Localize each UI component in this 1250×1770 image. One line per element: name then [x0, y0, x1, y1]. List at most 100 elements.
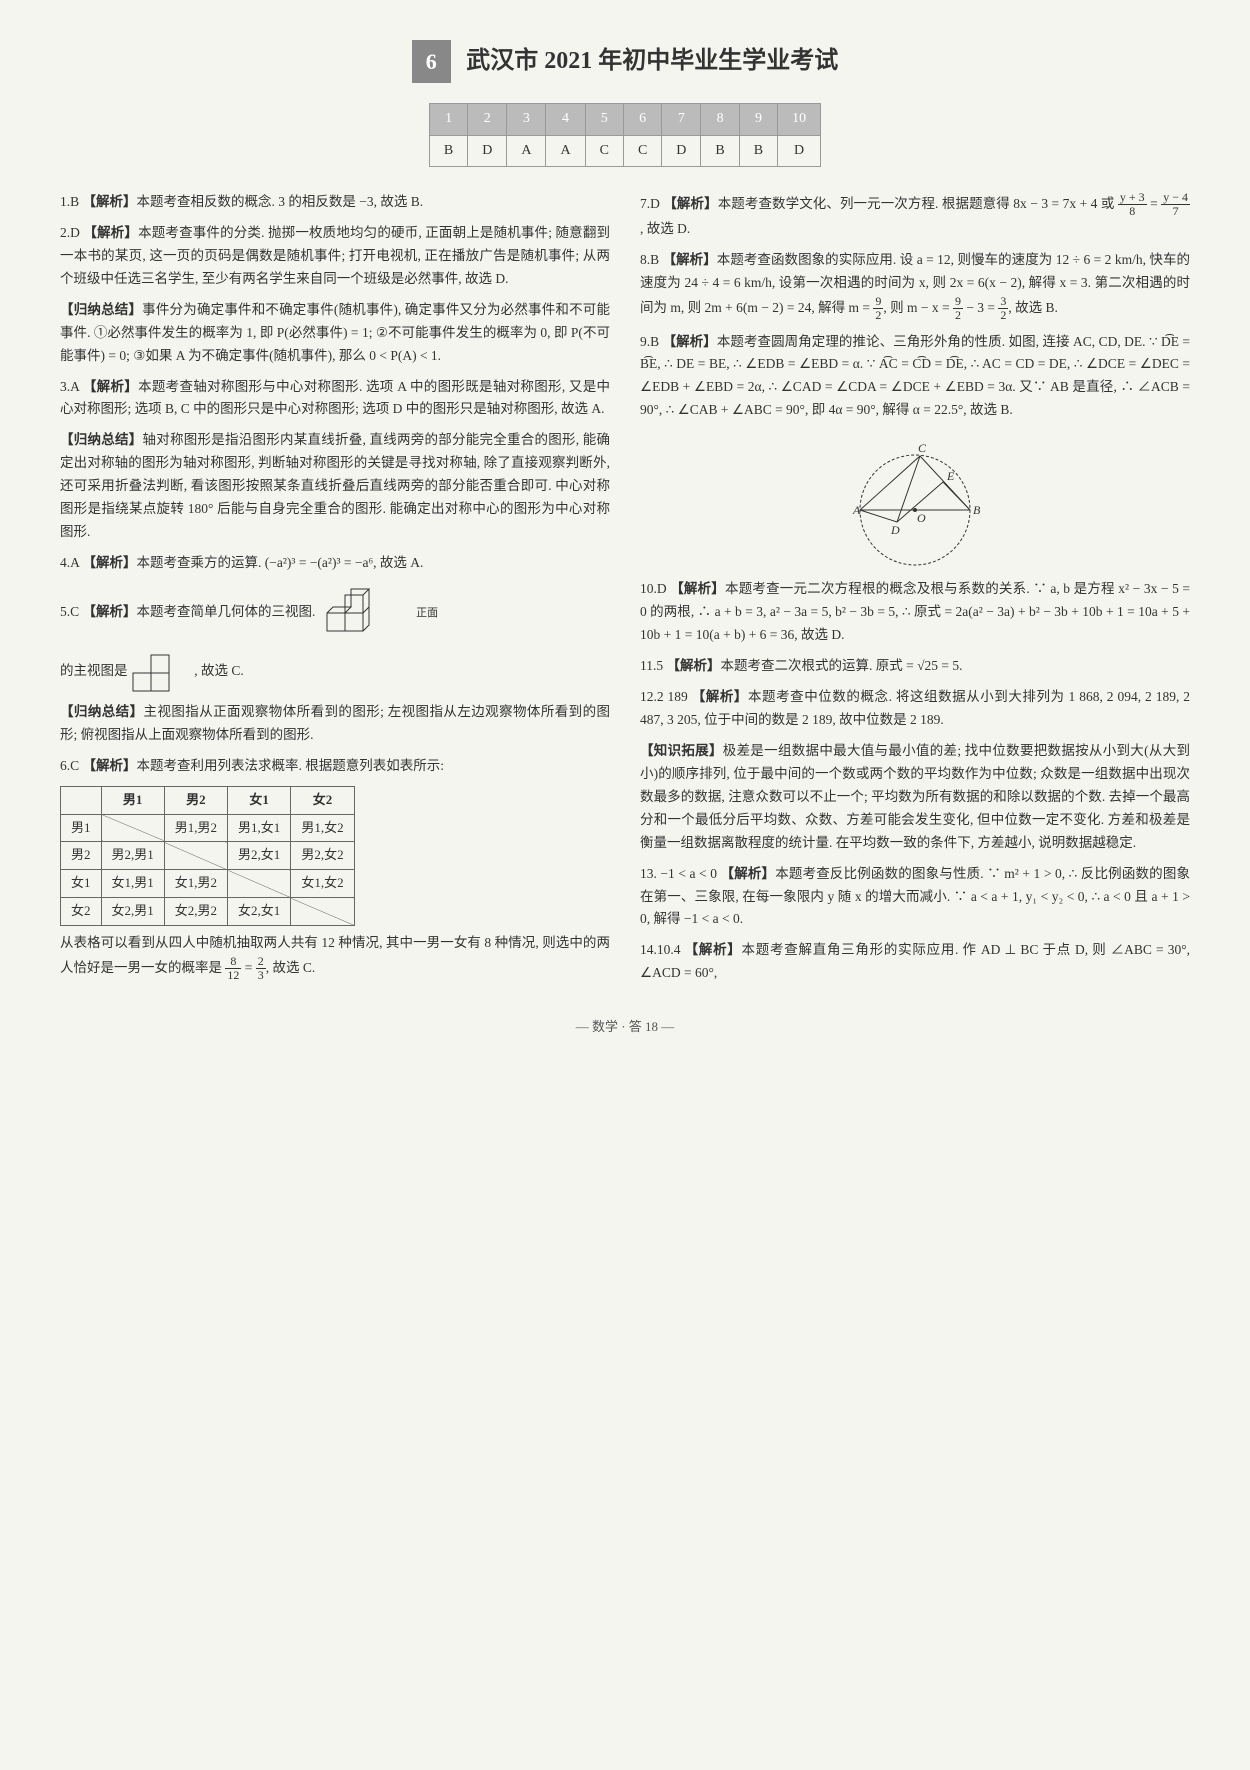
probability-table: 男1 男2 女1 女2 男1 男1,男2 男1,女1 男1,女2 男2 男2,男… — [60, 786, 355, 926]
q-text: 本题考查轴对称图形与中心对称图形. 选项 A 中的图形既是轴对称图形, 又是中心… — [60, 379, 610, 417]
q-text: 本题考查圆周角定理的推论、三角形外角的性质. 如图, 连接 AC, CD, DE… — [640, 334, 1190, 418]
cell: 女1,女2 — [291, 870, 354, 898]
q-num: 2.D — [60, 225, 80, 240]
cell: 男1,女1 — [228, 814, 291, 842]
answer-cell: D — [662, 135, 701, 166]
cell: 女2,男2 — [164, 898, 227, 926]
q-num: 9.B — [640, 334, 659, 349]
question-7: 7.D 【解析】本题考查数学文化、列一元一次方程. 根据题意得 8x − 3 =… — [640, 191, 1190, 241]
col-header: 5 — [585, 104, 623, 135]
page-title: 武汉市 2021 年初中毕业生学业考试 — [466, 42, 838, 80]
col-header: 2 — [468, 104, 507, 135]
answer-cell: B — [701, 135, 739, 166]
q-text: = — [1147, 196, 1162, 211]
cell — [164, 842, 227, 870]
knowledge-tag: 【知识拓展】 — [640, 743, 723, 758]
q-num: 8.B — [640, 252, 659, 267]
fraction: y + 38 — [1118, 191, 1147, 218]
label-D: D — [890, 523, 900, 537]
question-14: 14.10.4 【解析】本题考查解直角三角形的实际应用. 作 AD ⊥ BC 于… — [640, 939, 1190, 985]
answer-cell: D — [778, 135, 821, 166]
analysis-tag: 【解析】 — [685, 942, 742, 957]
q-num: 1.B — [60, 194, 79, 209]
right-column: 7.D 【解析】本题考查数学文化、列一元一次方程. 根据题意得 8x − 3 =… — [640, 191, 1190, 993]
question-13: 13. −1 < a < 0 【解析】本题考查反比例函数的图象与性质. ∵ m²… — [640, 863, 1190, 932]
question-4: 4.A 【解析】本题考查乘方的运算. (−a²)³ = −(a²)³ = −a⁶… — [60, 552, 610, 575]
row-header: 女2 — [61, 898, 102, 926]
question-3-summary: 【归纳总结】轴对称图形是指沿图形内某直线折叠, 直线两旁的部分能完全重合的图形,… — [60, 429, 610, 544]
label-O: O — [917, 511, 926, 525]
cell: 男2,女2 — [291, 842, 354, 870]
q-text: = — [241, 960, 255, 975]
two-column-layout: 1.B 【解析】本题考查相反数的概念. 3 的相反数是 −3, 故选 B. 2.… — [60, 191, 1190, 993]
cell — [291, 898, 354, 926]
q-text: 本题考查利用列表法求概率. 根据题意列表如表所示: — [137, 758, 445, 773]
front-view-icon — [131, 651, 191, 693]
summary-text: 轴对称图形是指沿图形内某直线折叠, 直线两旁的部分能完全重合的图形, 能确定出对… — [60, 432, 610, 539]
q-text: , 故选 C. — [194, 663, 244, 678]
col-header — [61, 786, 102, 814]
q-text: 的主视图是 — [60, 663, 128, 678]
summary-tag: 【归纳总结】 — [60, 302, 142, 317]
analysis-tag: 【解析】 — [663, 252, 717, 267]
label-A: A — [852, 503, 861, 517]
cell — [101, 814, 164, 842]
cell: 男1,女2 — [291, 814, 354, 842]
col-header: 男1 — [101, 786, 164, 814]
answer-cell: B — [739, 135, 777, 166]
question-6-cont: 从表格可以看到从四人中随机抽取两人共有 12 种情况, 其中一男一女有 8 种情… — [60, 932, 610, 982]
cell — [228, 870, 291, 898]
analysis-tag: 【解析】 — [83, 194, 137, 209]
q-text: 本题考查数学文化、列一元一次方程. 根据题意得 8x − 3 = 7x + 4 … — [718, 196, 1118, 211]
question-11: 11.5 【解析】本题考查二次根式的运算. 原式 = √25 = 5. — [640, 655, 1190, 678]
q-num: 12.2 189 — [640, 689, 688, 704]
analysis-tag: 【解析】 — [721, 866, 776, 881]
question-6: 6.C 【解析】本题考查利用列表法求概率. 根据题意列表如表所示: — [60, 755, 610, 778]
summary-tag: 【归纳总结】 — [60, 704, 144, 719]
left-column: 1.B 【解析】本题考查相反数的概念. 3 的相反数是 −3, 故选 B. 2.… — [60, 191, 610, 993]
q-num: 6.C — [60, 758, 79, 773]
label-B: B — [973, 503, 981, 517]
summary-text: 事件分为确定事件和不确定事件(随机事件), 确定事件又分为必然事件和不可能事件.… — [60, 302, 610, 363]
table-row: 男1 男1,男2 男1,女1 男1,女2 — [61, 814, 355, 842]
col-header: 7 — [662, 104, 701, 135]
answer-key-table: 1 2 3 4 5 6 7 8 9 10 B D A A C C D B B D — [429, 103, 821, 167]
page-footer: — 数学 · 答 18 — — [60, 1017, 1190, 1038]
question-5: 5.C 【解析】本题考查简单几何体的三视图. 正面 — [60, 583, 610, 643]
col-header: 6 — [623, 104, 661, 135]
section-badge: 6 — [412, 40, 451, 83]
q-text: − 3 = — [963, 300, 998, 315]
fraction: 812 — [225, 955, 241, 982]
col-header: 8 — [701, 104, 739, 135]
knowledge-text: 极差是一组数据中最大值与最小值的差; 找中位数要把数据按从小到大(从大到小)的顺… — [640, 743, 1190, 850]
cube-icon — [319, 583, 389, 643]
col-header: 女1 — [228, 786, 291, 814]
col-header: 男2 — [164, 786, 227, 814]
question-8: 8.B 【解析】本题考查函数图象的实际应用. 设 a = 12, 则慢车的速度为… — [640, 249, 1190, 322]
question-9: 9.B 【解析】本题考查圆周角定理的推论、三角形外角的性质. 如图, 连接 AC… — [640, 331, 1190, 423]
fraction: 32 — [998, 295, 1008, 322]
answer-cell: D — [468, 135, 507, 166]
fraction: 92 — [873, 295, 883, 322]
answer-cell: C — [585, 135, 623, 166]
row-header: 男2 — [61, 842, 102, 870]
analysis-tag: 【解析】 — [83, 379, 138, 394]
col-header: 4 — [546, 104, 585, 135]
question-2-summary: 【归纳总结】事件分为确定事件和不确定事件(随机事件), 确定事件又分为必然事件和… — [60, 299, 610, 368]
analysis-tag: 【解析】 — [83, 604, 137, 619]
fraction: 23 — [256, 955, 266, 982]
cell: 女2,女1 — [228, 898, 291, 926]
answer-cell: C — [623, 135, 661, 166]
q-num: 14.10.4 — [640, 942, 681, 957]
cell: 女1,男2 — [164, 870, 227, 898]
analysis-tag: 【解析】 — [83, 758, 137, 773]
q-num: 3.A — [60, 379, 79, 394]
question-1: 1.B 【解析】本题考查相反数的概念. 3 的相反数是 −3, 故选 B. — [60, 191, 610, 214]
analysis-tag: 【解析】 — [83, 555, 137, 570]
q-text: 本题考查相反数的概念. 3 的相反数是 −3, 故选 B. — [137, 194, 424, 209]
q-text: 本题考查乘方的运算. (−a²)³ = −(a²)³ = −a⁶, 故选 A. — [137, 555, 424, 570]
answer-cell: A — [507, 135, 546, 166]
cell: 女2,男1 — [101, 898, 164, 926]
label-E: E — [946, 469, 955, 483]
analysis-tag: 【解析】 — [670, 581, 725, 596]
